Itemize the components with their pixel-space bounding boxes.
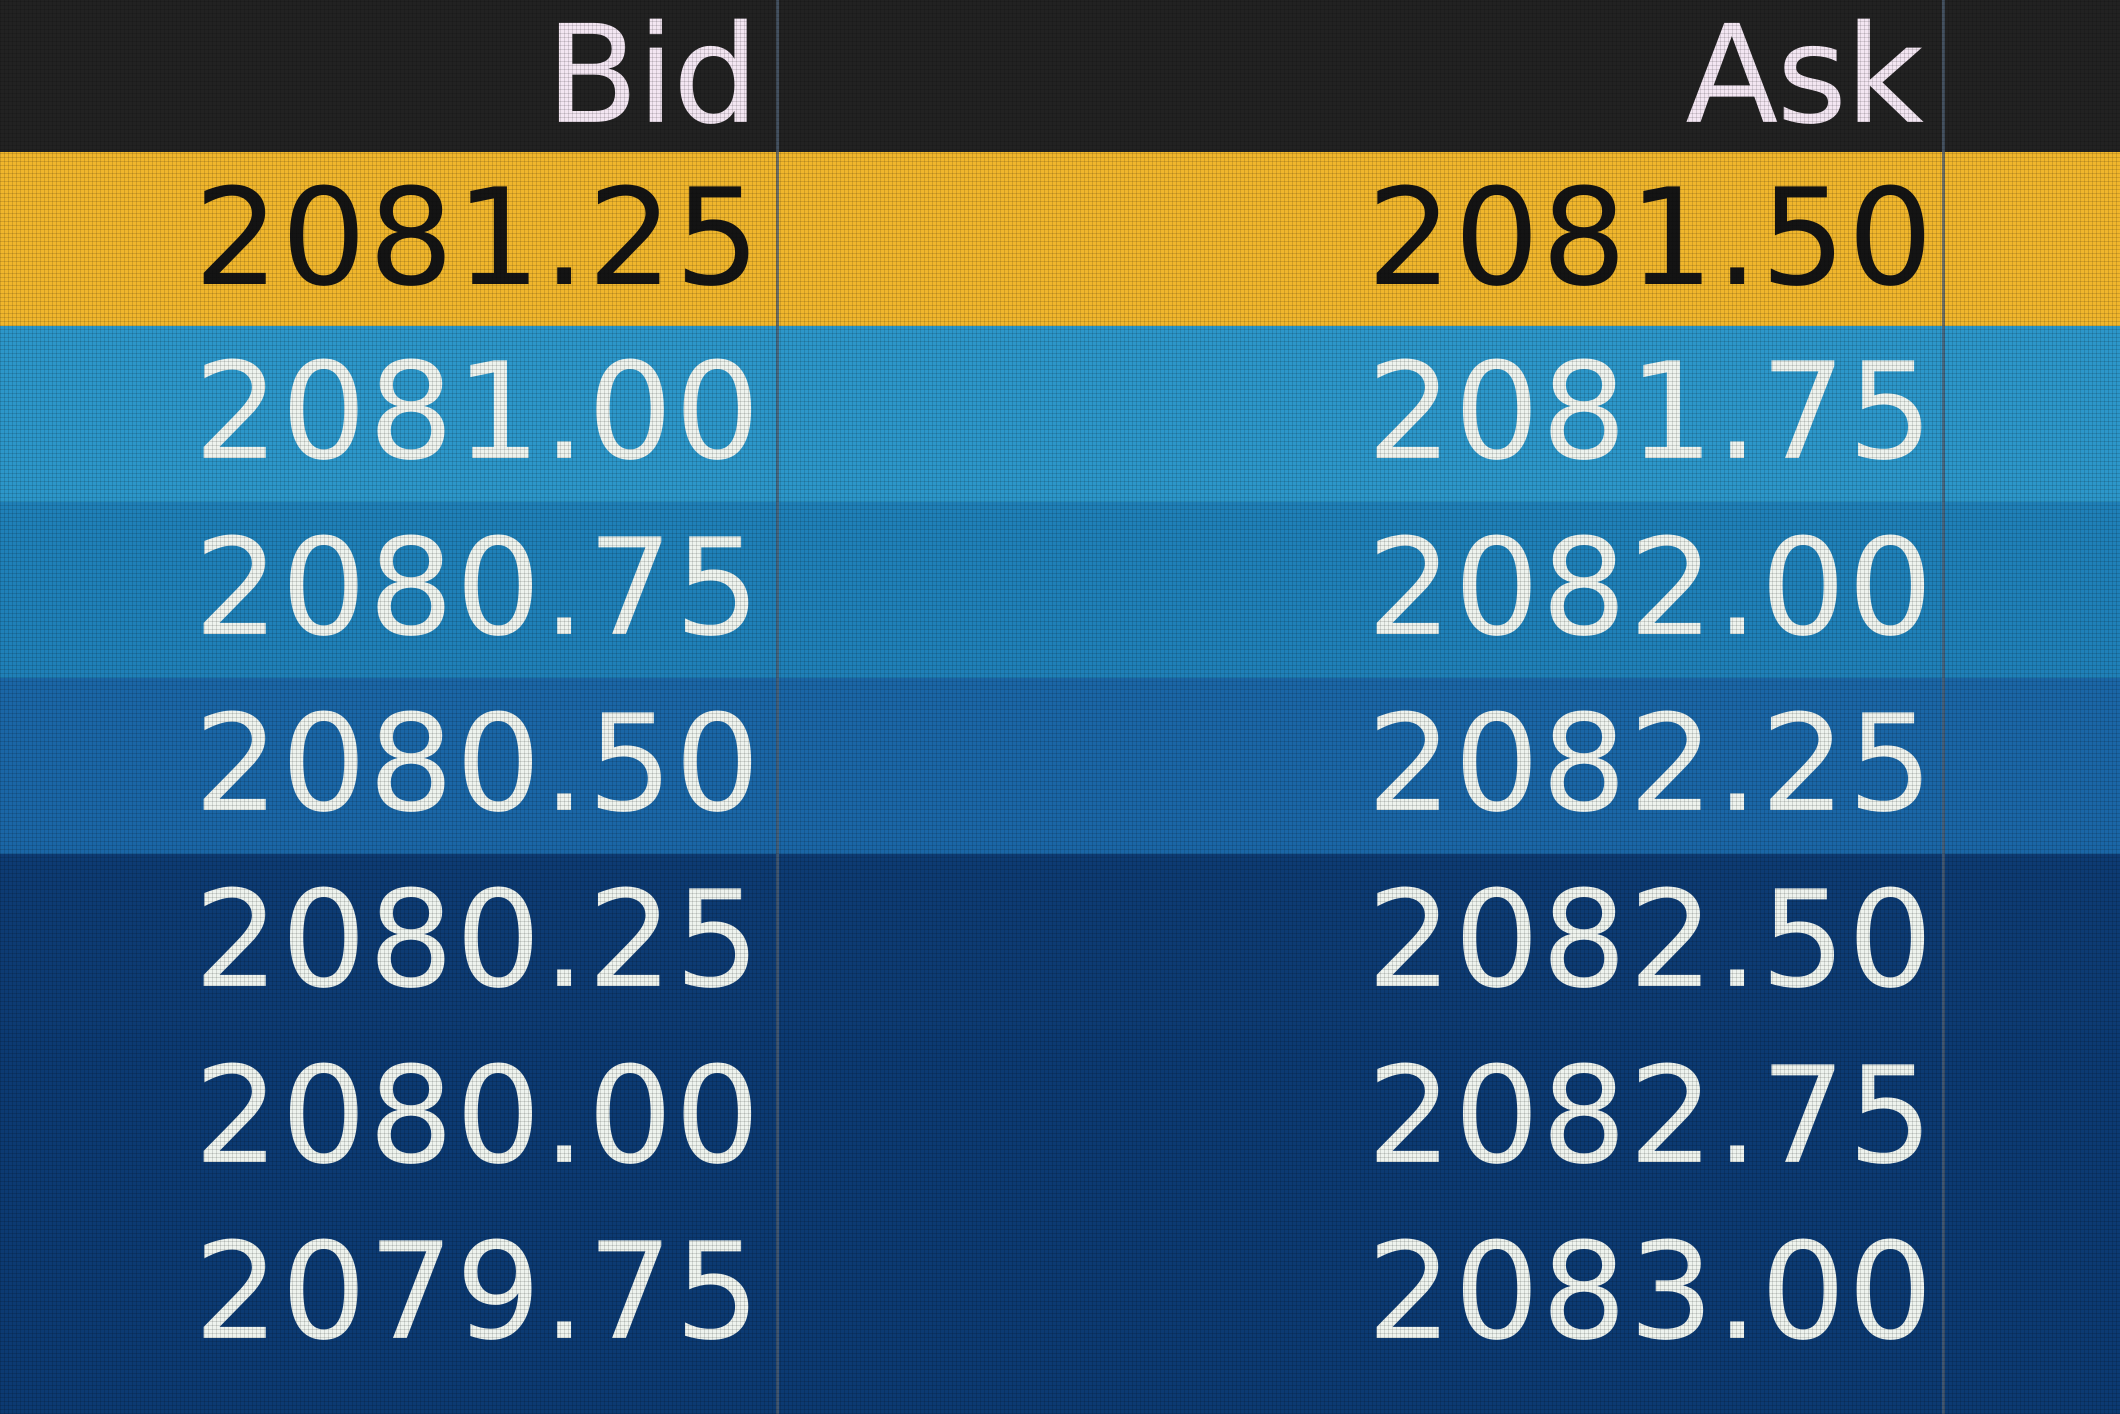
- price-row[interactable]: 2080.50 2082.25: [0, 678, 2120, 854]
- bid-price[interactable]: 2080.25: [193, 862, 762, 1018]
- ask-price[interactable]: 2082.75: [1366, 1038, 1935, 1194]
- column-divider: [776, 0, 779, 1414]
- bid-price[interactable]: 2080.75: [193, 510, 762, 666]
- ask-price[interactable]: 2081.50: [1366, 160, 1935, 316]
- bid-column-header: Bid: [545, 0, 759, 155]
- price-row[interactable]: 2080.25 2082.50: [0, 854, 2120, 1030]
- ask-price[interactable]: 2081.75: [1366, 334, 1935, 490]
- bid-price[interactable]: 2081.25: [193, 160, 762, 316]
- ask-price[interactable]: 2082.25: [1366, 686, 1935, 842]
- ask-price[interactable]: 2082.00: [1366, 510, 1935, 666]
- price-row[interactable]: 2079.75 2083.00: [0, 1206, 2120, 1414]
- ask-price[interactable]: 2083.00: [1366, 1214, 1935, 1370]
- bid-price[interactable]: 2079.75: [193, 1214, 762, 1370]
- price-row[interactable]: 2080.00 2082.75: [0, 1030, 2120, 1206]
- bid-price[interactable]: 2080.50: [193, 686, 762, 842]
- best-price-row[interactable]: 2081.25 2081.50: [0, 152, 2120, 326]
- price-levels: 2081.25 2081.50 2081.00 2081.75 2080.75 …: [0, 152, 2120, 1414]
- price-row[interactable]: 2081.00 2081.75: [0, 326, 2120, 502]
- ask-price[interactable]: 2082.50: [1366, 862, 1935, 1018]
- price-row[interactable]: 2080.75 2082.00: [0, 502, 2120, 678]
- column-divider: [1942, 0, 1945, 1414]
- bid-price[interactable]: 2080.00: [193, 1038, 762, 1194]
- ladder-header: Bid Ask: [0, 0, 2120, 152]
- bid-price[interactable]: 2081.00: [193, 334, 762, 490]
- ask-column-header: Ask: [1685, 0, 1924, 155]
